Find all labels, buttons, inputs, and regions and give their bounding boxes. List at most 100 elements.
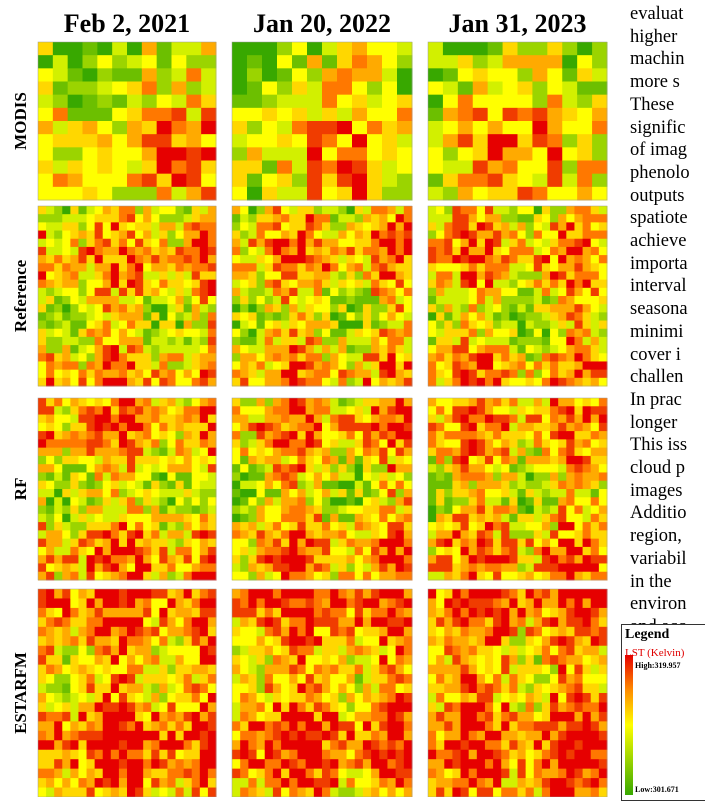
pixel bbox=[485, 423, 494, 432]
pixel bbox=[347, 247, 356, 256]
pixel bbox=[208, 646, 217, 656]
pixel bbox=[306, 740, 315, 750]
pixel bbox=[306, 598, 315, 608]
pixel bbox=[591, 304, 600, 313]
pixel bbox=[184, 506, 193, 515]
pixel bbox=[452, 693, 461, 703]
pixel bbox=[38, 665, 47, 675]
pixel bbox=[38, 312, 47, 321]
pixel bbox=[265, 750, 274, 760]
pixel bbox=[281, 214, 290, 223]
pixel bbox=[68, 68, 83, 82]
pixel bbox=[347, 589, 356, 599]
pixel bbox=[591, 423, 600, 432]
pixel bbox=[111, 522, 120, 531]
pixel bbox=[273, 740, 282, 750]
pixel bbox=[583, 288, 592, 297]
pixel bbox=[208, 740, 217, 750]
pixel bbox=[111, 646, 120, 656]
pixel bbox=[62, 280, 71, 289]
pixel bbox=[289, 788, 298, 797]
pixel bbox=[127, 456, 136, 465]
pixel bbox=[38, 740, 47, 750]
pixel bbox=[592, 161, 607, 175]
pixel bbox=[338, 489, 347, 498]
pixel bbox=[518, 214, 527, 223]
pixel bbox=[111, 353, 120, 362]
pixel bbox=[232, 222, 241, 231]
pixel bbox=[265, 304, 274, 313]
pixel bbox=[297, 464, 306, 473]
pixel bbox=[347, 406, 356, 415]
pixel bbox=[550, 378, 559, 387]
pixel bbox=[566, 693, 575, 703]
pixel bbox=[142, 95, 157, 109]
pixel bbox=[461, 627, 470, 637]
pixel bbox=[387, 472, 396, 481]
pixel bbox=[119, 370, 128, 379]
pixel bbox=[257, 472, 266, 481]
pixel bbox=[518, 655, 527, 665]
pixel bbox=[119, 759, 128, 769]
pixel bbox=[404, 370, 413, 379]
pixel bbox=[192, 522, 201, 531]
pixel bbox=[232, 161, 248, 175]
pixel bbox=[257, 481, 266, 490]
pixel bbox=[436, 296, 445, 305]
pixel bbox=[387, 674, 396, 684]
pixel bbox=[493, 702, 502, 712]
pixel bbox=[200, 214, 209, 223]
pixel bbox=[257, 321, 266, 330]
pixel bbox=[208, 423, 217, 432]
pixel bbox=[151, 231, 160, 240]
pixel bbox=[396, 280, 405, 289]
pixel bbox=[550, 684, 559, 694]
pixel bbox=[428, 239, 437, 248]
pixel bbox=[248, 769, 257, 779]
pixel bbox=[265, 406, 274, 415]
pixel bbox=[591, 665, 600, 675]
pixel bbox=[461, 589, 470, 599]
pixel bbox=[444, 555, 453, 564]
pixel bbox=[526, 481, 535, 490]
pixel bbox=[330, 288, 339, 297]
pixel bbox=[488, 174, 503, 188]
pixel bbox=[292, 121, 308, 135]
pixel bbox=[550, 280, 559, 289]
pixel bbox=[550, 398, 559, 407]
pixel bbox=[444, 271, 453, 280]
pixel bbox=[46, 646, 55, 656]
pixel bbox=[534, 472, 543, 481]
pixel bbox=[542, 684, 551, 694]
pixel bbox=[103, 655, 112, 665]
pixel bbox=[83, 68, 98, 82]
pixel bbox=[95, 522, 104, 531]
pixel bbox=[62, 456, 71, 465]
pixel bbox=[518, 187, 533, 201]
pixel bbox=[176, 702, 185, 712]
pixel bbox=[493, 353, 502, 362]
pixel bbox=[176, 693, 185, 703]
pixel bbox=[518, 778, 527, 788]
pixel bbox=[583, 255, 592, 264]
pixel bbox=[38, 456, 47, 465]
pixel bbox=[550, 415, 559, 424]
pixel bbox=[257, 547, 266, 556]
pixel bbox=[143, 539, 152, 548]
pixel bbox=[70, 296, 79, 305]
pixel bbox=[574, 731, 583, 741]
pixel bbox=[542, 702, 551, 712]
pixel bbox=[257, 415, 266, 424]
pixel bbox=[192, 431, 201, 440]
pixel bbox=[355, 321, 364, 330]
pixel bbox=[444, 617, 453, 627]
pixel bbox=[240, 665, 249, 675]
pixel bbox=[135, 423, 144, 432]
pixel bbox=[314, 506, 323, 515]
pixel bbox=[273, 329, 282, 338]
pixel bbox=[78, 255, 87, 264]
pixel bbox=[397, 82, 413, 96]
pixel bbox=[119, 353, 128, 362]
pixel bbox=[281, 646, 290, 656]
pixel bbox=[297, 627, 306, 637]
